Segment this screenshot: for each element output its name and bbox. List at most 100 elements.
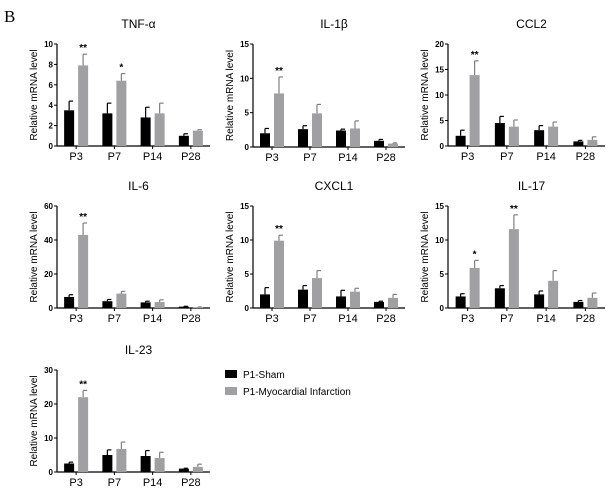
bar-mi (116, 80, 127, 146)
bar-mi (469, 267, 480, 308)
legend-label-mi: P1-Myocardial Infarction (243, 387, 351, 398)
bar-sham (260, 294, 270, 308)
significance-marker: ** (510, 204, 518, 215)
x-tick-label: P14 (338, 313, 358, 325)
y-tick-label: 4 (49, 101, 54, 110)
y-tick-label: 30 (44, 366, 53, 375)
x-tick-label: P3 (69, 477, 82, 489)
bar-mi (469, 75, 480, 146)
y-tick-label: 5 (245, 109, 250, 118)
significance-marker: ** (79, 212, 87, 223)
y-axis-label: Relative mRNA level (420, 49, 431, 140)
chart-title: IL-23 (125, 343, 153, 357)
y-axis-label: Relative mRNA level (29, 211, 40, 302)
chart-panel: IL-6 Relative mRNA level 0 20 40 60 P3 ** P7 P14 P… (29, 179, 210, 325)
bar-mi (192, 130, 203, 146)
bar-sham (102, 455, 113, 472)
bar-mi (350, 291, 360, 308)
y-tick-label: 0 (245, 143, 250, 152)
panel-label: B (4, 7, 15, 26)
y-tick-label: 60 (44, 202, 53, 211)
legend-swatch-mi (225, 387, 237, 395)
bar-sham (336, 130, 346, 147)
y-tick-label: 2 (49, 122, 54, 131)
bar-sham (534, 130, 545, 146)
bar-sham (178, 306, 189, 308)
significance-marker: * (119, 63, 123, 74)
bar-sham (455, 135, 466, 146)
y-tick-label: 40 (44, 236, 53, 245)
y-axis-label: Relative mRNA level (29, 375, 40, 466)
significance-marker: ** (471, 50, 479, 61)
bar-sham (573, 301, 584, 308)
x-tick-label: P7 (108, 477, 121, 489)
x-tick-label: P3 (69, 151, 82, 163)
bar-sham (374, 140, 384, 147)
x-tick-label: P28 (181, 313, 201, 325)
x-tick-label: P7 (303, 313, 316, 325)
bar-mi (78, 397, 89, 472)
x-tick-label: P7 (500, 151, 513, 163)
y-tick-label: 20 (44, 400, 53, 409)
bar-sham (298, 289, 308, 308)
y-tick-label: 10 (435, 91, 444, 100)
bar-mi (587, 297, 598, 308)
y-axis-label: Relative mRNA level (420, 211, 431, 302)
y-tick-label: 15 (240, 40, 249, 49)
y-tick-label: 10 (240, 236, 249, 245)
bar-mi (78, 65, 89, 146)
bar-mi (192, 466, 203, 472)
x-tick-label: P14 (143, 151, 163, 163)
y-tick-label: 6 (49, 81, 54, 90)
y-axis-label: Relative mRNA level (225, 211, 236, 302)
bar-sham (534, 294, 545, 308)
y-tick-label: 0 (49, 468, 54, 477)
x-tick-label: P7 (500, 313, 513, 325)
y-tick-label: 15 (240, 202, 249, 211)
y-tick-label: 10 (240, 74, 249, 83)
bar-mi (350, 128, 360, 147)
bar-sham (140, 456, 151, 472)
bar-mi (116, 293, 127, 308)
legend: P1-Sham P1-Myocardial Infarction (225, 370, 351, 398)
bar-mi (274, 240, 284, 308)
bar-mi (388, 143, 398, 147)
bar-sham (260, 133, 270, 147)
y-tick-label: 15 (435, 66, 444, 75)
chart-title: IL-1β (320, 17, 348, 31)
significance-marker: ** (79, 43, 87, 54)
y-axis-label: Relative mRNA level (29, 49, 40, 140)
bar-mi (388, 297, 398, 308)
significance-marker: * (473, 249, 477, 260)
y-tick-label: 8 (49, 60, 54, 69)
y-tick-label: 0 (440, 142, 445, 151)
x-tick-label: P28 (181, 477, 201, 489)
legend-label-sham: P1-Sham (243, 370, 285, 381)
x-tick-label: P14 (536, 151, 556, 163)
bar-mi (274, 93, 284, 147)
x-tick-label: P3 (265, 152, 278, 164)
y-tick-label: 15 (435, 202, 444, 211)
y-tick-label: 5 (245, 270, 250, 279)
bar-mi (312, 278, 322, 308)
y-tick-label: 20 (435, 40, 444, 49)
y-tick-label: 0 (49, 142, 54, 151)
bar-mi (508, 229, 519, 308)
y-axis-label: Relative mRNA level (225, 50, 236, 141)
x-tick-label: P7 (108, 313, 121, 325)
bar-sham (298, 129, 308, 147)
chart-title: TNF-α (121, 17, 155, 31)
x-tick-label: P14 (536, 313, 556, 325)
x-tick-label: P14 (338, 152, 358, 164)
bar-mi (548, 280, 559, 308)
bar-sham (455, 296, 466, 308)
x-tick-label: P28 (181, 151, 201, 163)
bar-sham (64, 110, 75, 146)
bar-sham (102, 113, 113, 146)
chart-panel: IL-1β Relative mRNA level 0 5 10 15 P3 ** P7 P14 P… (225, 17, 405, 164)
x-tick-label: P14 (143, 477, 163, 489)
y-tick-label: 10 (44, 40, 53, 49)
bar-sham (494, 123, 505, 146)
bar-mi (154, 302, 165, 308)
bar-sham (374, 301, 384, 308)
